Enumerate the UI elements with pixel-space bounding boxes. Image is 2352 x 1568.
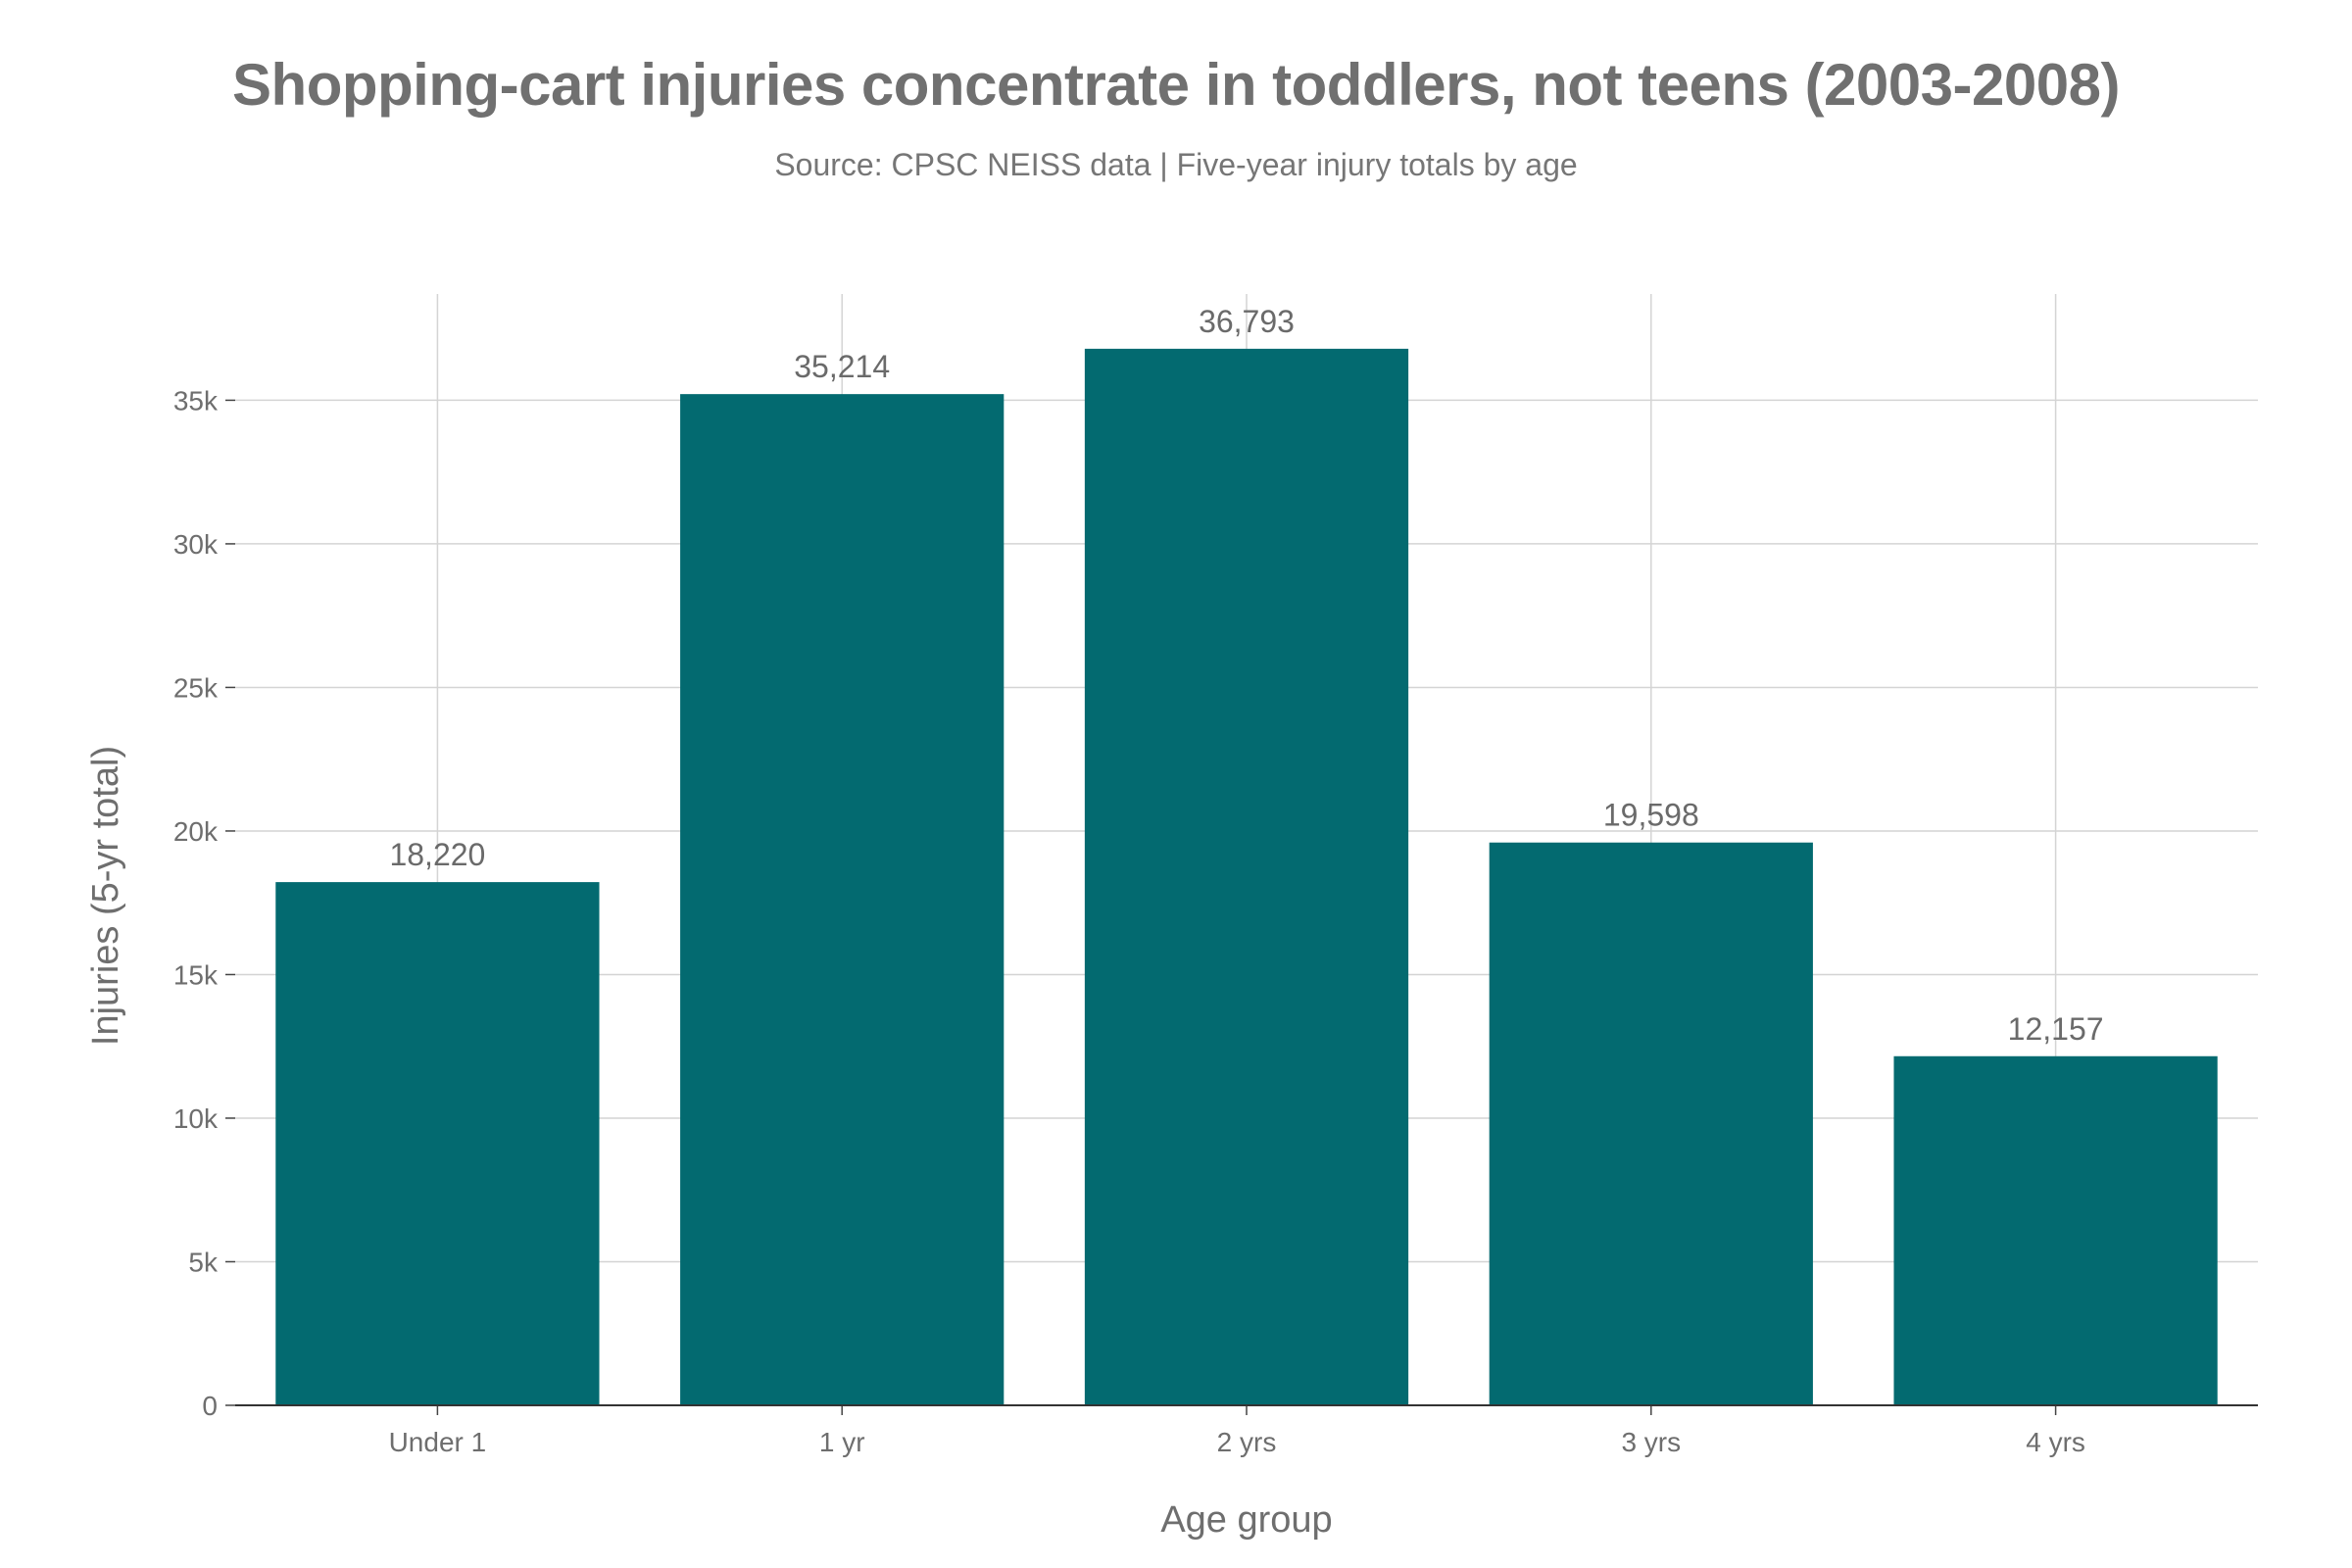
bar <box>680 394 1004 1405</box>
bars <box>275 348 2218 1406</box>
y-tick-label: 5k <box>188 1247 219 1277</box>
y-tick-label: 10k <box>173 1103 219 1134</box>
x-tick-label: 4 yrs <box>2026 1427 2085 1457</box>
x-axis-title: Age group <box>1160 1499 1332 1541</box>
bar-value-label: 36,793 <box>1199 304 1295 339</box>
y-tick-label: 30k <box>173 529 219 560</box>
bar-value-label: 35,214 <box>794 349 890 384</box>
y-axis-title: Injuries (5-yr total) <box>85 746 126 1046</box>
y-tick-label: 25k <box>173 672 219 703</box>
x-tick-label: 1 yr <box>819 1427 865 1457</box>
chart-title: Shopping-cart injuries concentrate in to… <box>232 52 2120 118</box>
y-tick-label: 35k <box>173 385 219 416</box>
bar <box>1084 348 1409 1406</box>
bar-value-label: 12,157 <box>2008 1011 2104 1047</box>
y-tick-label: 0 <box>202 1391 218 1421</box>
bar <box>1489 842 1813 1405</box>
x-tick-label: Under 1 <box>389 1427 487 1457</box>
data-labels: 18,220 35,214 36,793 19,598 12,157 <box>389 304 2103 1047</box>
bar <box>1893 1055 2218 1405</box>
y-tick-label: 15k <box>173 959 219 990</box>
bar-value-label: 18,220 <box>389 837 485 872</box>
x-tick-label: 3 yrs <box>1621 1427 1681 1457</box>
chart-subtitle: Source: CPSC NEISS data | Five-year inju… <box>774 147 1578 182</box>
bar <box>275 882 600 1405</box>
bar-value-label: 19,598 <box>1603 798 1699 833</box>
axes: 0 5k 10k 15k 20k 25k 30k 35k Under 1 1 yr 2 yrs 3 y… <box>173 385 2258 1457</box>
x-tick-label: 2 yrs <box>1217 1427 1277 1457</box>
y-tick-label: 20k <box>173 816 219 847</box>
